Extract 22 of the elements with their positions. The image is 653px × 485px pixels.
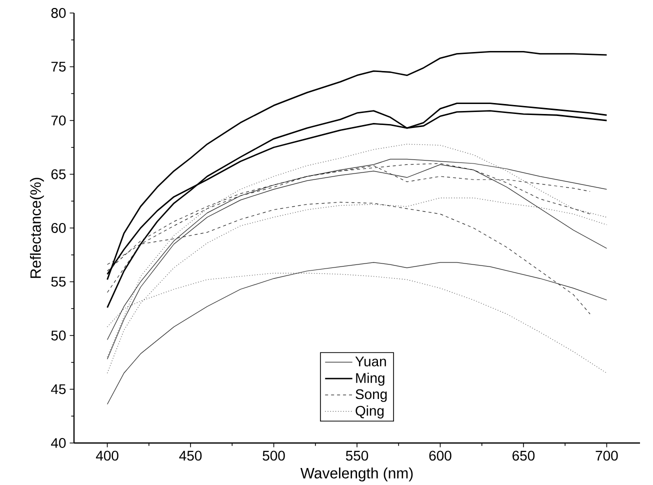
y-tick-label: 70: [51, 116, 66, 126]
y-tick-label: 50: [51, 330, 66, 341]
x-tick-label: 500: [262, 450, 285, 461]
legend-label: Ming: [356, 372, 384, 386]
legend-label: Qing: [356, 406, 384, 419]
legend-label: Yuan: [355, 356, 386, 367]
y-tick-label: 65: [51, 169, 66, 180]
y-tick-label: 60: [51, 223, 66, 234]
x-tick-label: 550: [346, 450, 368, 461]
x-tick-label: 700: [596, 450, 618, 461]
x-tick-label: 450: [179, 450, 202, 461]
y-tick-label: 55: [51, 277, 66, 287]
y-tick-label: 40: [51, 438, 66, 448]
y-tick-label: 80: [51, 8, 66, 18]
legend-label: Song: [356, 389, 387, 402]
y-tick-label: 75: [51, 62, 66, 72]
x-axis-title: Wavelength (nm): [300, 468, 413, 482]
x-tick-label: 650: [512, 450, 535, 461]
y-tick-label: 45: [51, 384, 66, 394]
x-tick-label: 600: [429, 450, 452, 461]
x-tick-label: 400: [96, 450, 118, 461]
y-axis-title: Reflectance(%): [30, 178, 44, 278]
